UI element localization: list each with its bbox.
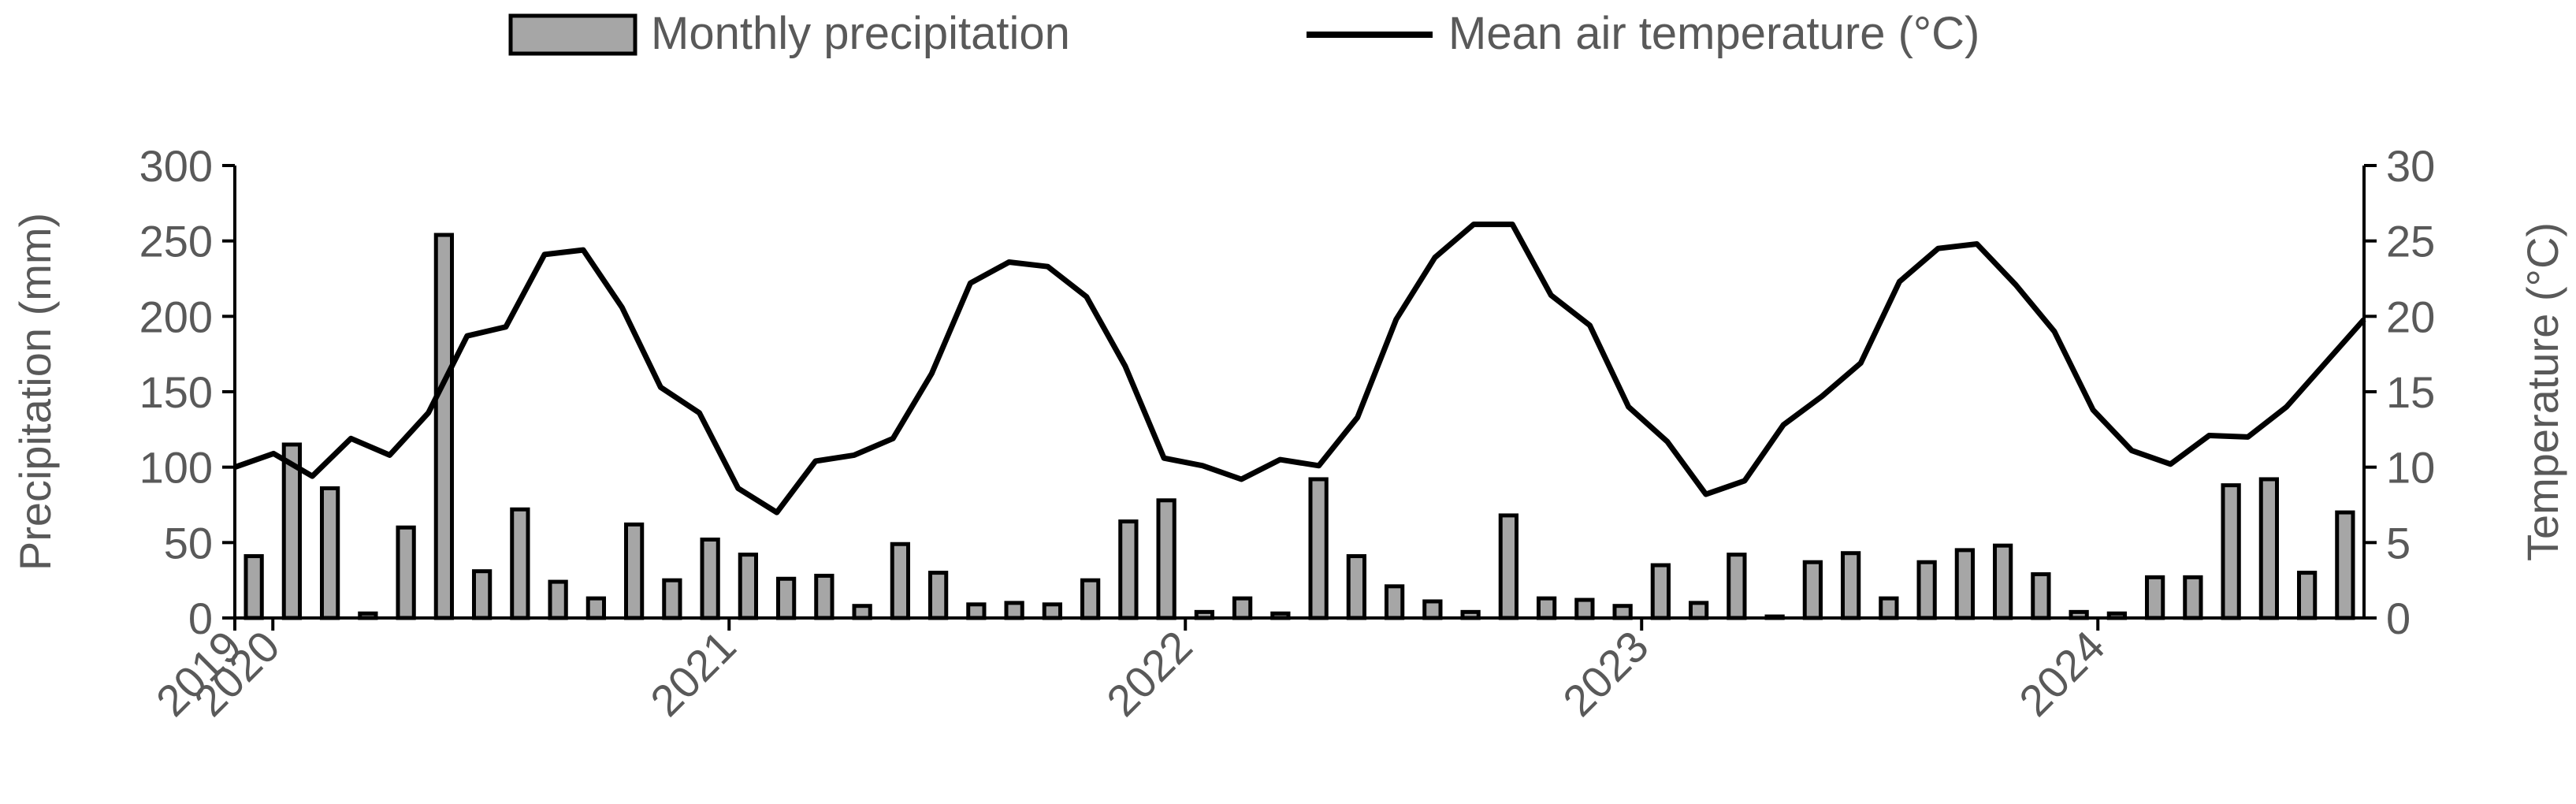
precipitation-bar: [2335, 510, 2355, 620]
right-y-tick-label: 0: [2386, 594, 2411, 643]
legend-swatch-precipitation: [508, 13, 637, 56]
precipitation-bar: [738, 553, 759, 620]
precipitation-bar: [2221, 483, 2241, 620]
precipitation-bar: [1688, 601, 1709, 620]
precipitation-bar: [662, 578, 682, 620]
precipitation-bar: [1727, 553, 1747, 620]
left-y-tick-label: 0: [188, 594, 213, 643]
right-y-tick-label: 5: [2386, 518, 2411, 568]
precipitation-bars: [243, 233, 2355, 620]
precipitation-bar: [281, 442, 303, 620]
precipitation-bar: [1156, 498, 1176, 620]
precipitation-bar: [2183, 575, 2203, 620]
precipitation-bar: [1384, 584, 1405, 620]
precipitation-bar: [1232, 596, 1253, 620]
precipitation-bar: [1004, 601, 1024, 620]
precipitation-bar: [471, 569, 493, 620]
precipitation-bar: [700, 538, 720, 620]
left-y-axis-title: Precipitation (mm): [10, 213, 60, 571]
precipitation-bar: [2296, 571, 2318, 620]
precipitation-bar: [966, 602, 987, 620]
right-y-ticks: 0 5 10 15 20 25 30: [2364, 141, 2435, 643]
right-y-axis-title: Temperature (°C): [2518, 222, 2567, 561]
legend: Monthly precipitation Mean air temperatu…: [508, 8, 1979, 59]
precipitation-bar: [548, 579, 568, 620]
precipitation-bar: [623, 522, 645, 620]
right-y-tick-label: 25: [2386, 217, 2435, 266]
precipitation-bar: [1346, 554, 1367, 620]
precipitation-bar: [510, 507, 530, 620]
precipitation-bar: [1612, 604, 1633, 620]
precipitation-bar: [2106, 611, 2128, 620]
right-y-tick-label: 10: [2386, 443, 2435, 493]
x-tick-label: 2024: [2009, 621, 2114, 726]
precipitation-bar: [1650, 563, 1671, 620]
left-y-tick-label: 300: [139, 141, 213, 191]
precipitation-bar: [396, 525, 416, 620]
precipitation-bar: [1916, 560, 1937, 620]
x-tick-label: 2021: [641, 621, 745, 726]
left-y-tick-label: 250: [139, 217, 213, 266]
precipitation-bar: [775, 576, 797, 620]
precipitation-bar: [1536, 596, 1557, 620]
precipitation-bar: [1422, 599, 1443, 620]
precipitation-bar: [1574, 597, 1595, 620]
temperature-line: [233, 221, 2366, 516]
temperature-line-group: [233, 221, 2366, 516]
precipitation-bar: [243, 554, 264, 620]
x-tick-label: 2023: [1553, 621, 1658, 726]
right-y-tick-label: 30: [2386, 141, 2435, 191]
precipitation-bar: [1498, 513, 1519, 620]
precipitation-bar: [2069, 609, 2089, 620]
right-y-tick-label: 20: [2386, 292, 2435, 341]
precipitation-bar: [319, 486, 340, 620]
precipitation-bar: [814, 573, 835, 620]
precipitation-bar: [1802, 560, 1823, 620]
precipitation-bar: [852, 604, 872, 620]
precipitation-bar: [1840, 551, 1861, 620]
precipitation-bar: [2031, 572, 2051, 620]
precipitation-bar: [1118, 519, 1139, 620]
precipitation-bar: [1879, 596, 1899, 620]
precipitation-bar: [890, 542, 911, 620]
precipitation-bar: [1194, 609, 1215, 620]
precipitation-bar: [585, 596, 607, 620]
precipitation-bar: [1764, 614, 1785, 620]
precipitation-bar: [1080, 578, 1101, 620]
left-y-ticks: 0 50 100 150 200 250 300: [139, 141, 235, 643]
x-tick-label: 2022: [1097, 621, 1202, 726]
left-y-tick-label: 50: [164, 518, 213, 568]
precipitation-bar: [1460, 609, 1481, 620]
left-y-tick-label: 200: [139, 292, 213, 341]
precipitation-bar: [1954, 548, 1976, 620]
right-y-tick-label: 15: [2386, 367, 2435, 417]
precipitation-bar: [2258, 477, 2280, 620]
left-y-tick-label: 150: [139, 367, 213, 417]
precipitation-bar: [358, 611, 378, 620]
left-y-tick-label: 100: [139, 443, 213, 493]
legend-label-precipitation: Monthly precipitation: [651, 8, 1070, 59]
precipitation-bar: [1042, 602, 1063, 620]
precipitation-bar: [1992, 543, 2013, 620]
precipitation-bar: [433, 233, 455, 620]
precipitation-bar: [927, 571, 949, 620]
precipitation-bar: [2144, 575, 2165, 620]
precipitation-bar: [1308, 477, 1329, 620]
precipitation-bar: [1270, 611, 1291, 620]
legend-label-temperature: Mean air temperature (°C): [1448, 8, 1979, 59]
